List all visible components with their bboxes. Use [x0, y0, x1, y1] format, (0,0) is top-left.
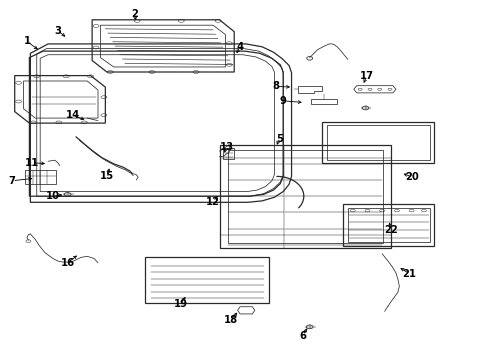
Text: 4: 4 [237, 42, 244, 52]
Text: 15: 15 [100, 171, 114, 181]
Text: 11: 11 [24, 158, 39, 168]
Text: 19: 19 [173, 299, 187, 309]
Text: 9: 9 [280, 96, 287, 106]
Text: 6: 6 [299, 330, 306, 341]
Text: 13: 13 [220, 142, 233, 152]
Text: 22: 22 [384, 225, 398, 235]
Text: 7: 7 [9, 176, 16, 186]
Text: 1: 1 [24, 36, 30, 46]
Text: 17: 17 [360, 71, 373, 81]
Text: 5: 5 [276, 134, 283, 144]
Text: 21: 21 [402, 269, 416, 279]
Text: 8: 8 [272, 81, 279, 91]
Text: 18: 18 [224, 315, 238, 325]
Text: 3: 3 [54, 26, 61, 36]
Text: 20: 20 [406, 172, 419, 182]
Text: 14: 14 [65, 110, 80, 120]
Text: 16: 16 [61, 258, 74, 268]
Text: 2: 2 [131, 9, 138, 19]
Text: 12: 12 [206, 197, 220, 207]
Text: 10: 10 [46, 191, 60, 201]
